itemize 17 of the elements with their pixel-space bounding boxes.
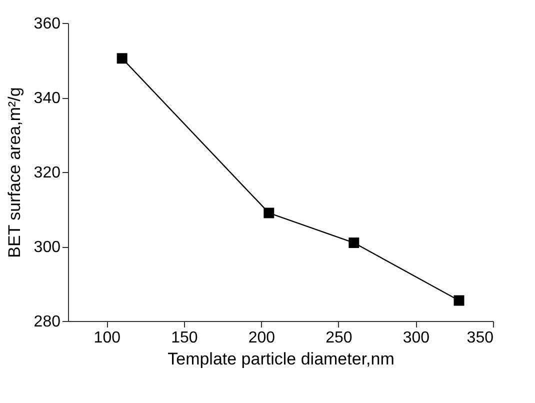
x-tick-label: 150 <box>171 330 198 346</box>
y-tick-label: 280 <box>34 314 61 330</box>
y-tick-label: 360 <box>34 16 61 32</box>
point <box>264 208 274 218</box>
y-tick-label: 340 <box>34 90 61 107</box>
x-tick-label: 350 <box>466 330 494 346</box>
x-tick-label: 300 <box>402 330 430 346</box>
x-tick-label: 200 <box>248 330 276 346</box>
x-tick-label: 100 <box>94 330 121 346</box>
x-axis-title: Template particle diameter,nm <box>168 350 394 368</box>
point <box>454 295 464 306</box>
x-tick-label: 250 <box>326 330 352 346</box>
y-axis-title: BET surface area,m²/g <box>4 87 24 258</box>
y-tick-label: 320 <box>34 164 61 182</box>
point <box>116 53 128 64</box>
point <box>348 238 360 248</box>
y-tick-label: 300 <box>34 239 61 256</box>
